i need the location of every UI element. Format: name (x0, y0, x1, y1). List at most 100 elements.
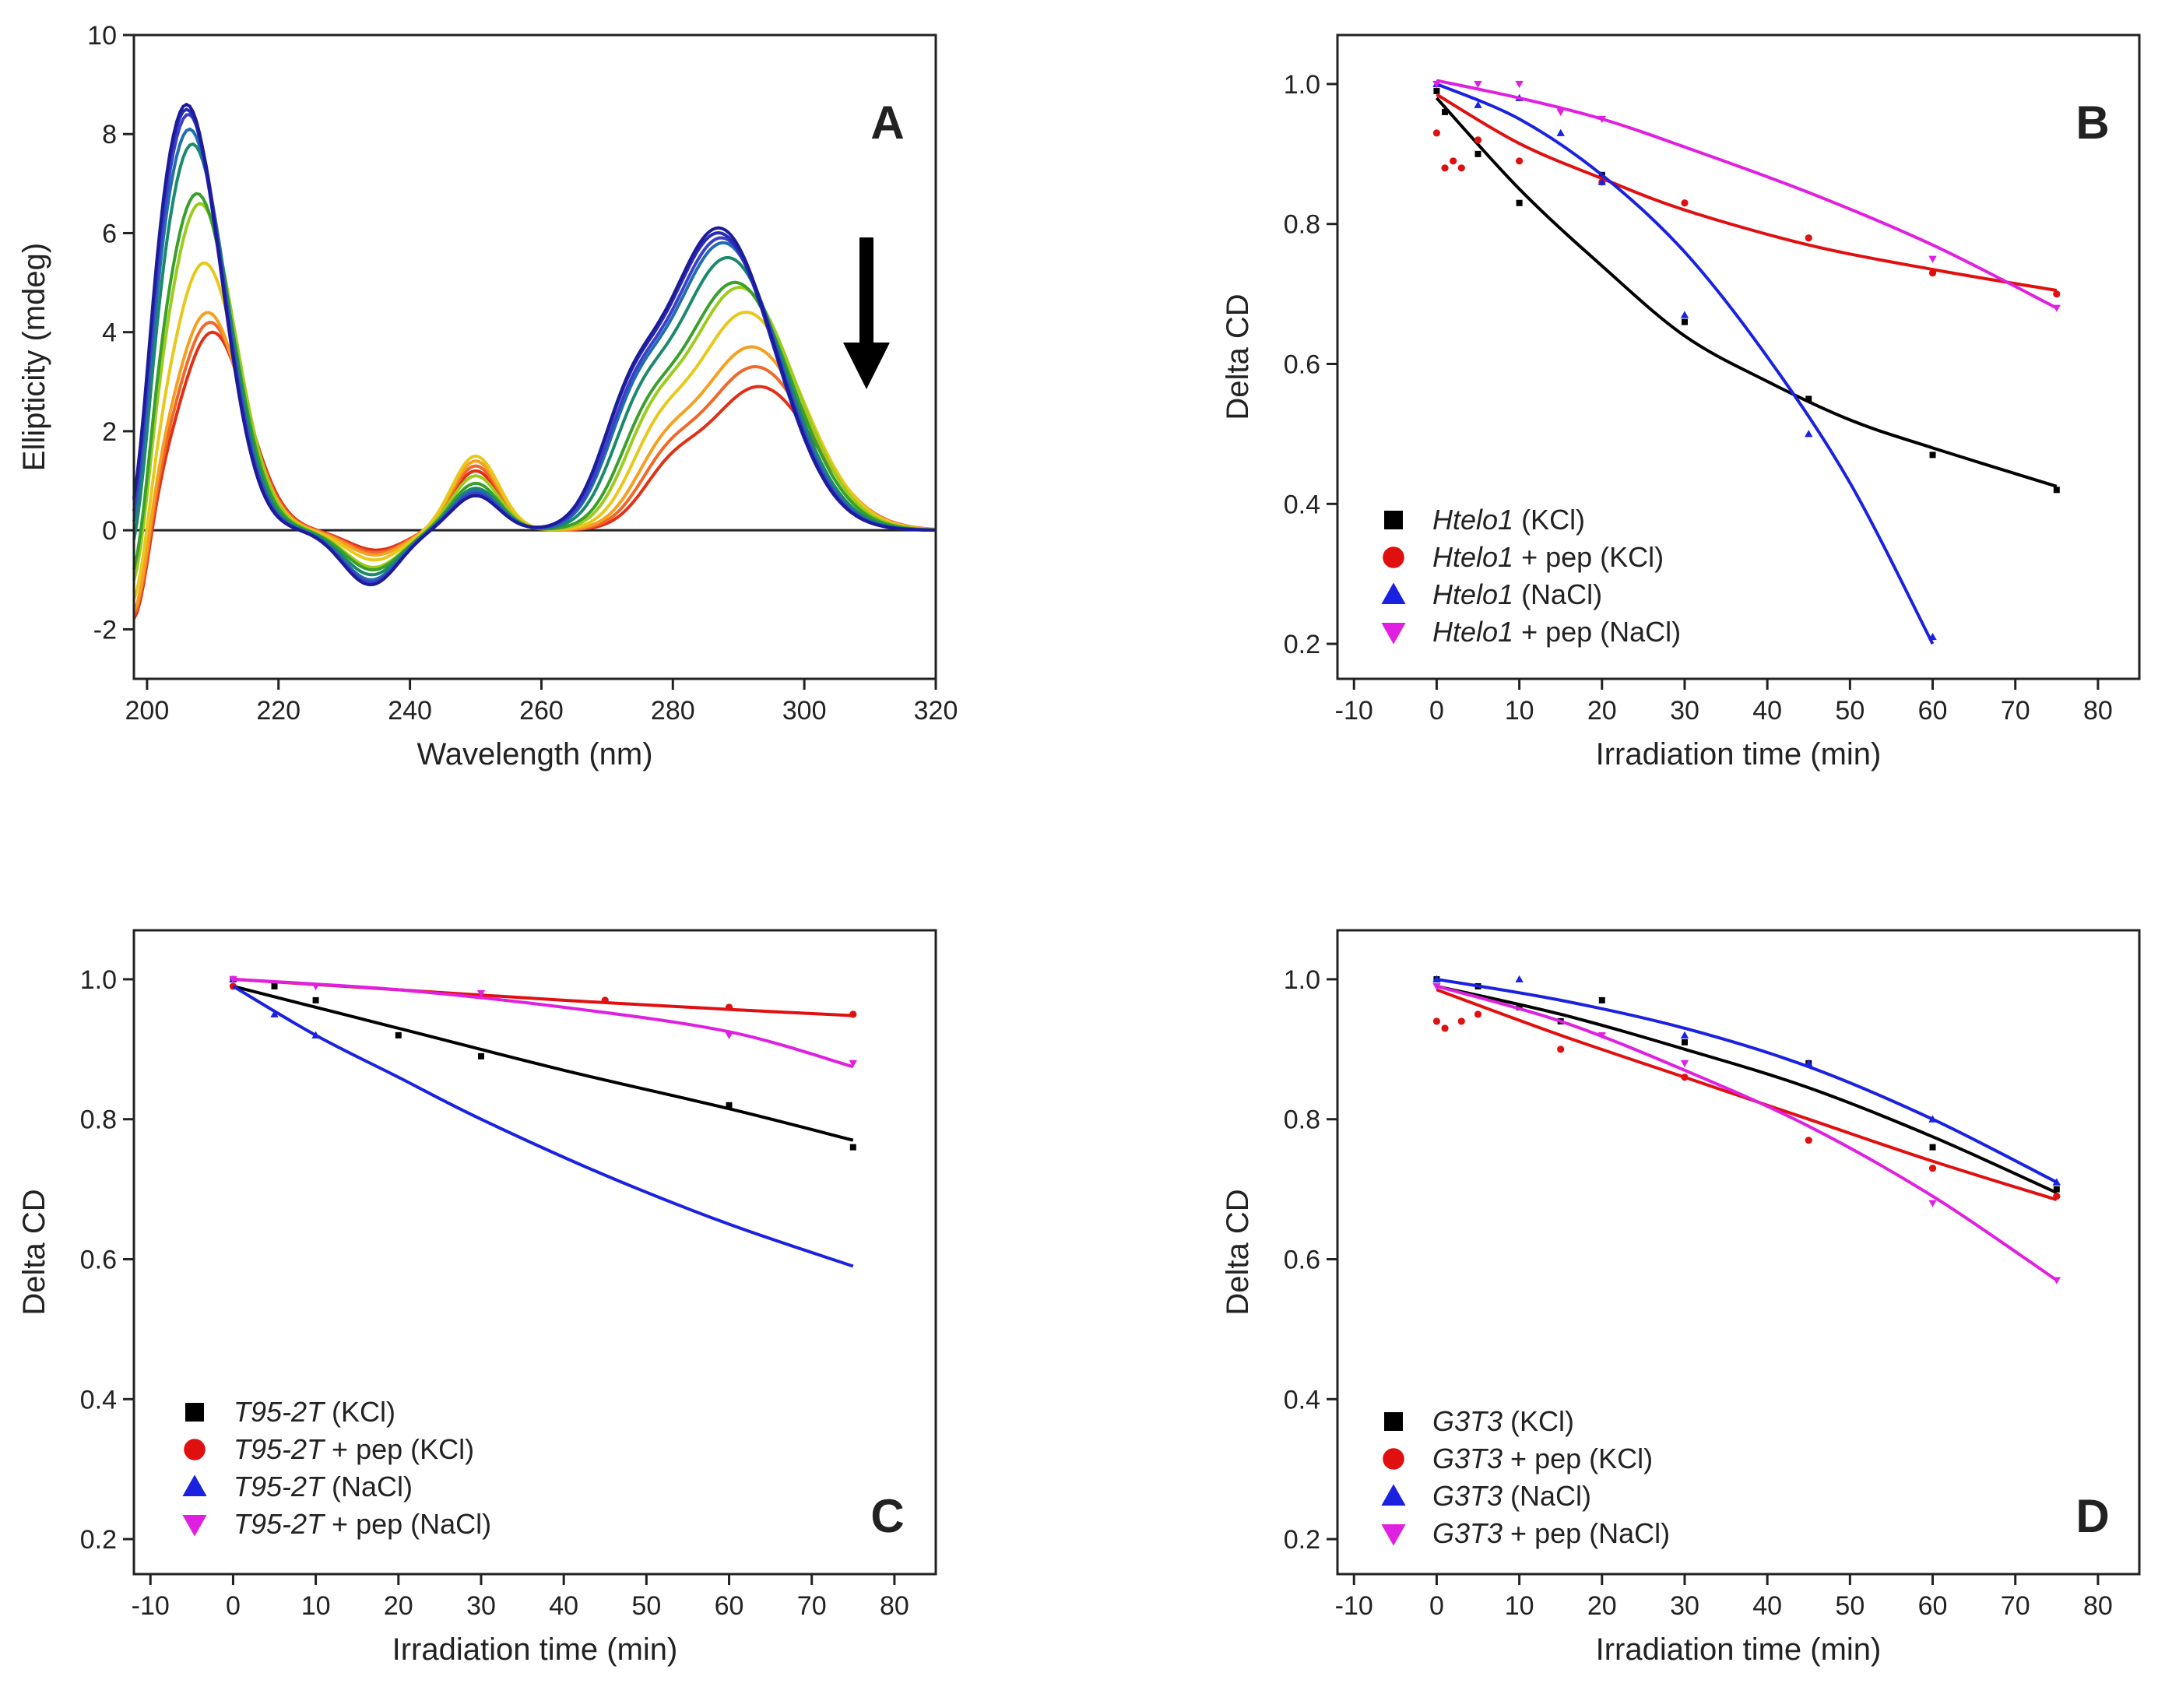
y-tick-label: 0.8 (80, 1105, 117, 1135)
x-tick-label: 320 (914, 696, 958, 726)
legend-label: Htelo1 (NaCl) (1432, 578, 1602, 610)
x-tick-label: -10 (1335, 696, 1373, 726)
x-tick-label: 20 (1587, 1591, 1617, 1621)
y-tick-label: 8 (102, 120, 117, 149)
y-tick-label: 0.2 (1284, 1525, 1320, 1555)
x-axis-label: Irradiation time (min) (1596, 737, 1882, 771)
data-point-triangle-down (1515, 80, 1524, 89)
panel-letter: A (870, 97, 904, 149)
data-point-triangle (1432, 975, 1441, 982)
x-tick-label: 30 (1670, 1591, 1699, 1621)
spectrum-s7 (132, 202, 937, 581)
data-point-triangle-down (1432, 982, 1441, 991)
x-tick-label: 280 (651, 696, 695, 726)
data-point-triangle-down (1381, 623, 1406, 645)
data-point-circle (1441, 1024, 1449, 1032)
x-tick-label: 70 (797, 1591, 827, 1621)
series-3 (1432, 79, 2061, 312)
data-point-triangle (1474, 100, 1482, 108)
legend-name: T95-2T (234, 1471, 326, 1502)
data-point-triangle-down (1928, 1200, 1937, 1207)
data-point-circle (601, 996, 609, 1004)
data-point-triangle (1556, 128, 1565, 136)
data-point-triangle-down (849, 1060, 858, 1067)
y-tick-label: 2 (102, 417, 117, 447)
data-point-circle (2053, 1192, 2061, 1200)
y-tick-label: 0.2 (1284, 630, 1320, 659)
panel-c: -10 0 10 20 30 40 50 60 70 80 0.2 0.4 0.6 0.8 1.0 Irrad… (17, 929, 937, 1667)
x-tick-label: 240 (388, 696, 432, 726)
data-point-square (312, 996, 319, 1003)
data-point-triangle (1805, 430, 1813, 438)
x-tick-label: 300 (782, 696, 827, 726)
data-point-triangle-down (2052, 1277, 2061, 1285)
data-point-circle (1457, 1017, 1465, 1025)
data-point-square (1384, 511, 1403, 529)
data-point-circle (1474, 1010, 1482, 1018)
x-tick-label: 10 (1505, 696, 1534, 726)
spectrum-s2 (132, 107, 937, 587)
x-tick-label: 260 (519, 696, 564, 726)
legend-name: G3T3 (1432, 1480, 1503, 1512)
legend-label: T95-2T + pep (KCl) (234, 1433, 474, 1465)
data-point-circle (1383, 546, 1404, 568)
data-point-circle (1805, 234, 1812, 242)
fit-line (1435, 97, 2058, 488)
panel-letter: D (2075, 1490, 2109, 1542)
data-point-square (477, 1053, 484, 1060)
legend-item: T95-2T + pep (KCl) (184, 1433, 474, 1465)
data-point-triangle-down (311, 982, 320, 991)
data-point-square (2053, 487, 2060, 494)
data-point-circle (1681, 1074, 1689, 1081)
legend-item: G3T3 (KCl) (1384, 1405, 1574, 1437)
spectrum-s1 (132, 102, 937, 587)
data-point-triangle (2052, 1178, 2061, 1186)
data-point-square (1929, 1144, 1936, 1151)
x-tick-label: 10 (301, 1591, 331, 1621)
y-tick-label: 0.2 (80, 1525, 117, 1555)
legend-name: G3T3 (1432, 1517, 1503, 1549)
data-point-triangle-down (1474, 80, 1482, 89)
x-tick-label: 10 (1505, 1591, 1534, 1621)
fit-line (233, 977, 854, 1069)
legend-suffix: + pep (NaCl) (1503, 1517, 1670, 1549)
series-2 (1432, 975, 2061, 1186)
data-point-square (1681, 318, 1688, 325)
legend-suffix: + pep (NaCl) (1513, 616, 1681, 648)
x-tick-label: -10 (132, 1591, 170, 1621)
x-axis-label: Irradiation time (min) (392, 1632, 678, 1667)
data-point-triangle (182, 1474, 207, 1496)
spectrum-s4 (132, 127, 937, 582)
legend-name: Htelo1 (1432, 616, 1513, 648)
legend-suffix: (KCl) (1513, 504, 1585, 536)
data-point-square (185, 1403, 204, 1422)
panel-letter: B (2075, 97, 2109, 149)
panel-b: -10 0 10 20 30 40 50 60 70 80 0.2 0.4 0.6 0.8 1.0 Irrad… (1221, 33, 2141, 771)
fit-line (1436, 984, 2058, 1282)
y-tick-label: 1.0 (1284, 965, 1320, 995)
legend-label: G3T3 + pep (KCl) (1432, 1443, 1653, 1474)
x-tick-label: 40 (1752, 696, 1782, 726)
data-point-triangle (270, 1010, 279, 1017)
x-tick-label: 30 (466, 1591, 496, 1621)
data-point-square (1384, 1412, 1403, 1431)
legend: Htelo1 (KCl)Htelo1 + pep (KCl)Htelo1 (Na… (1381, 504, 1681, 648)
data-point-square (1516, 199, 1523, 206)
legend-name: Htelo1 (1432, 578, 1513, 610)
data-point-square (726, 1102, 733, 1109)
y-tick-label: 0.4 (1284, 490, 1320, 519)
data-point-square (1598, 996, 1605, 1003)
plot-frame (132, 33, 937, 680)
data-point-triangle (311, 1031, 320, 1039)
legend-suffix: (NaCl) (1513, 578, 1602, 610)
x-tick-label: 70 (2001, 1591, 2030, 1621)
y-tick-label: 0.6 (1284, 350, 1320, 379)
data-point-circle (2053, 290, 2061, 298)
legend-suffix: + pep (KCl) (1503, 1443, 1653, 1474)
data-point-square (1929, 452, 1936, 459)
legend-label: T95-2T (NaCl) (234, 1471, 413, 1502)
data-point-square (849, 1144, 856, 1151)
x-tick-label: 0 (1429, 696, 1444, 726)
x-tick-label: 20 (1587, 696, 1617, 726)
data-point-circle (725, 1003, 733, 1011)
